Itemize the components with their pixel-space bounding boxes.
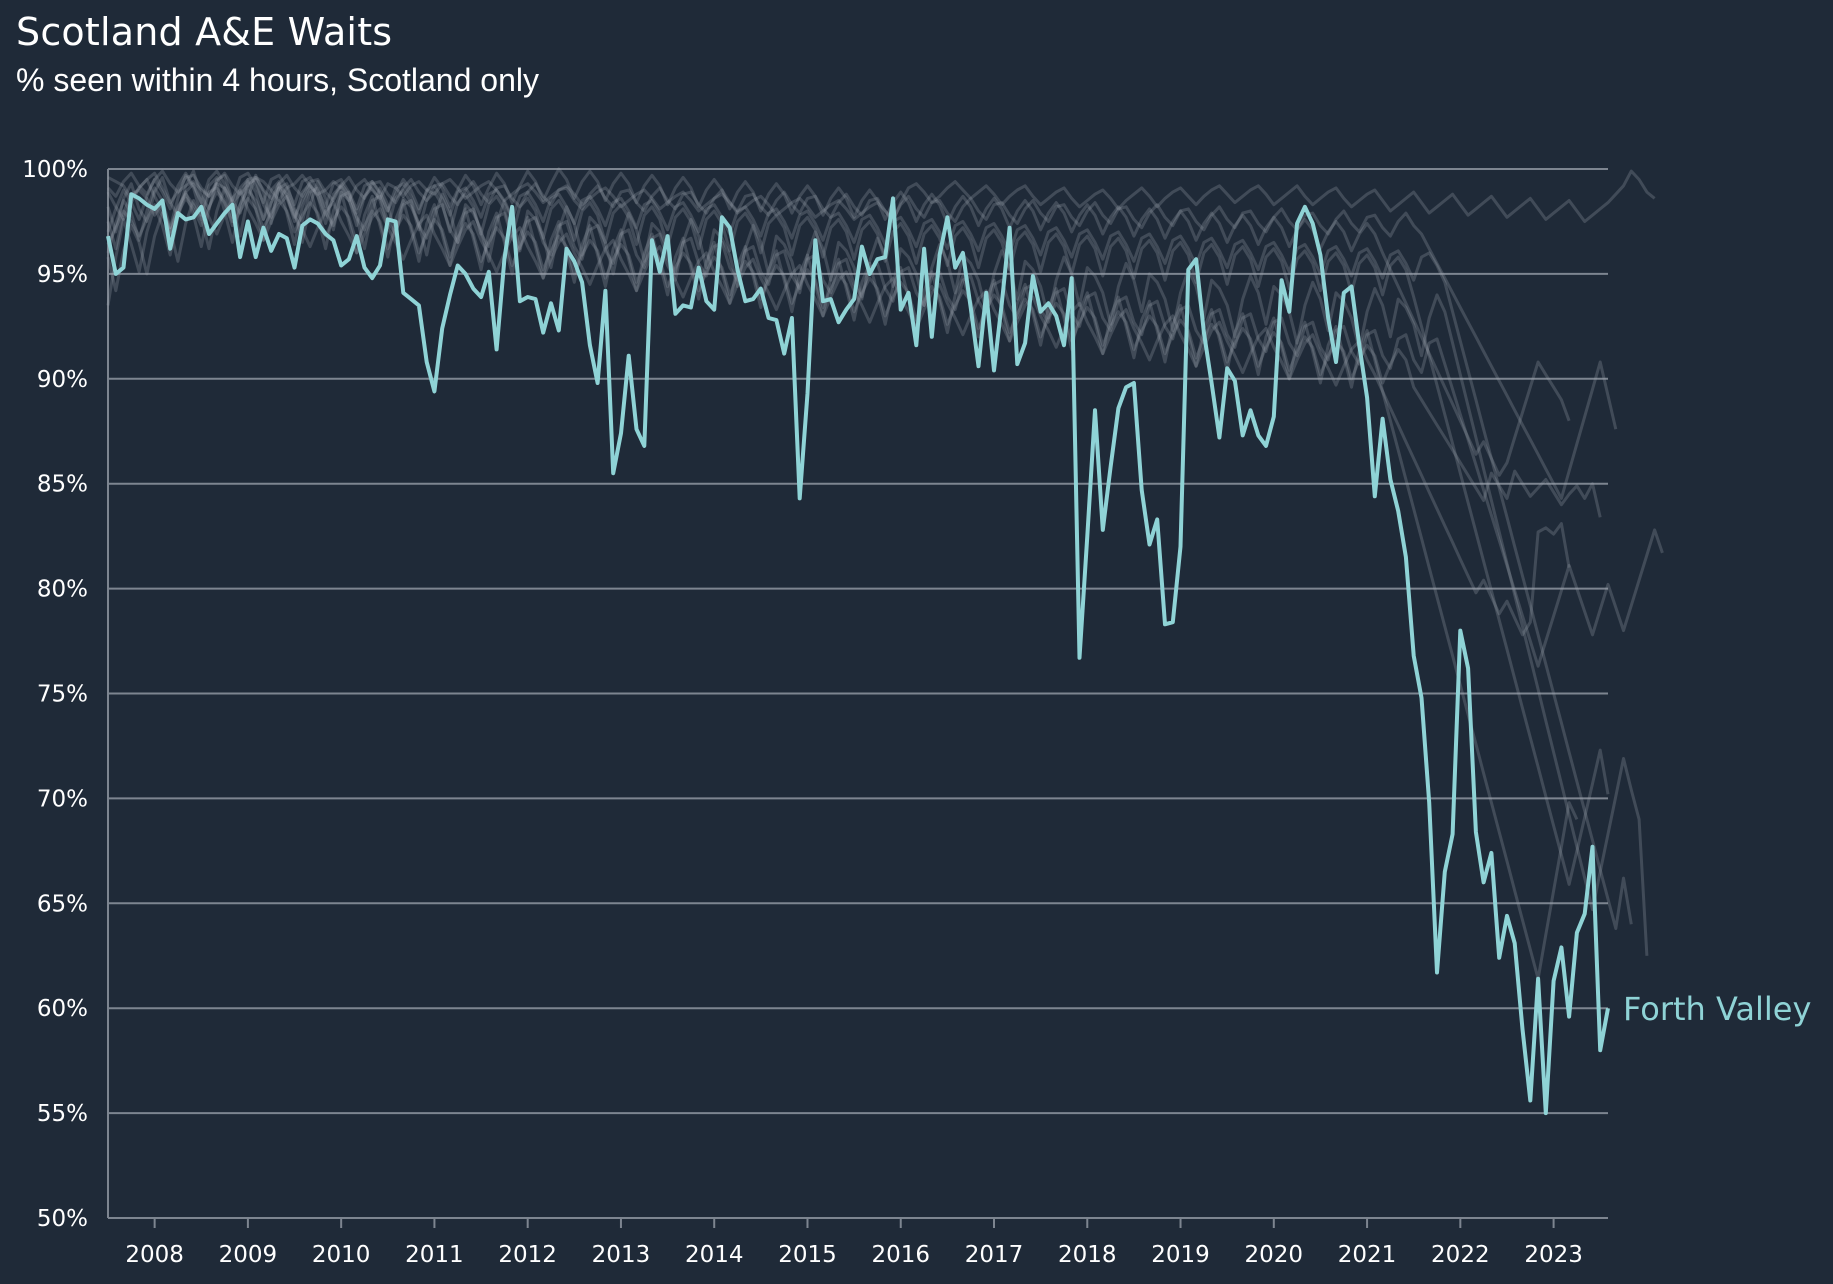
y-tick-label: 60% — [37, 996, 88, 1022]
context-series-line — [106, 169, 1664, 668]
x-tick-label: 2019 — [1151, 1242, 1210, 1268]
grid-lines — [108, 168, 1608, 1115]
y-tick-label: 50% — [37, 1206, 88, 1232]
context-series-line — [106, 169, 1633, 930]
context-series-line — [106, 169, 1618, 500]
x-tick-label: 2021 — [1338, 1242, 1397, 1268]
x-tick-label: 2010 — [312, 1242, 371, 1268]
context-series-line — [106, 167, 1571, 477]
context-series-line — [107, 169, 1656, 223]
y-tick-label: 95% — [37, 262, 88, 288]
x-tick-label: 2022 — [1431, 1242, 1490, 1268]
y-tick-label: 75% — [37, 682, 88, 708]
x-tick-label: 2011 — [405, 1242, 464, 1268]
y-tick-label: 70% — [37, 786, 88, 812]
x-tick-label: 2013 — [592, 1242, 651, 1268]
context-series-line — [106, 173, 1610, 886]
forth-valley-line — [106, 192, 1610, 1116]
x-tick-label: 2009 — [219, 1242, 278, 1268]
chart-subtitle: % seen within 4 hours, Scotland only — [16, 62, 539, 98]
y-tick-label: 100% — [22, 157, 88, 183]
y-tick-label: 90% — [37, 367, 88, 393]
context-series-line — [106, 173, 1649, 956]
x-tick-label: 2012 — [498, 1242, 557, 1268]
x-tick-label: 2023 — [1524, 1242, 1583, 1268]
labels: Forth Valley — [1623, 990, 1811, 1028]
y-tick-label: 85% — [37, 472, 88, 498]
chart-title: Scotland A&E Waits — [16, 10, 393, 54]
y-tick-label: 65% — [37, 891, 88, 917]
x-tick-label: 2014 — [685, 1242, 744, 1268]
series-label-forth-valley: Forth Valley — [1623, 990, 1811, 1028]
highlight-series-group — [106, 192, 1610, 1116]
x-tick-label: 2017 — [965, 1242, 1024, 1268]
x-tick-label: 2018 — [1058, 1242, 1117, 1268]
y-tick-label: 80% — [37, 577, 88, 603]
context-series-line — [106, 178, 1571, 637]
x-tick-label: 2020 — [1245, 1242, 1304, 1268]
y-tick-label: 55% — [37, 1101, 88, 1127]
context-series-line — [106, 180, 1579, 981]
axes: 100% 95% 90% 85% 80% 75% 70% 65% 60% 55% 50% 2008 20… — [22, 157, 1608, 1268]
x-tick-label: 2015 — [778, 1242, 837, 1268]
x-tick-label: 2008 — [125, 1242, 184, 1268]
x-tick-label: 2016 — [871, 1242, 930, 1268]
context-series-group — [106, 167, 1664, 981]
